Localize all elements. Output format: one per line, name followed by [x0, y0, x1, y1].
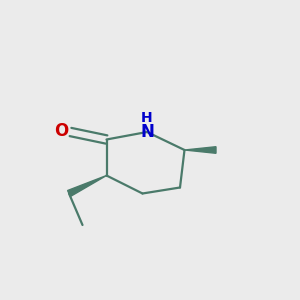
Text: N: N	[140, 123, 154, 141]
Text: H: H	[141, 112, 153, 125]
Text: O: O	[54, 122, 69, 140]
Polygon shape	[184, 147, 216, 153]
Polygon shape	[68, 176, 106, 197]
